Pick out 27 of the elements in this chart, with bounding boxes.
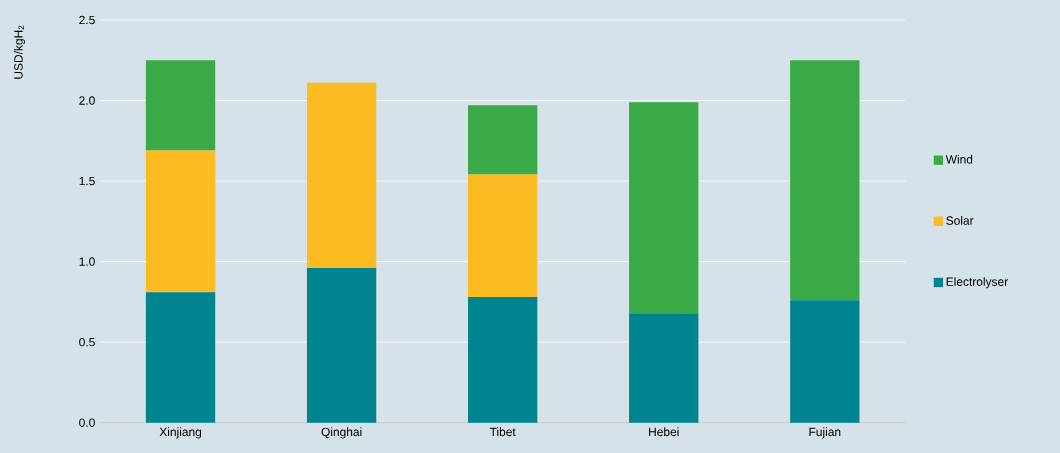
legend-label: Wind <box>945 154 973 164</box>
y-tick-label: 2.5 <box>79 15 95 25</box>
bar <box>468 105 538 175</box>
bar <box>145 292 216 423</box>
bar <box>629 101 699 313</box>
bar <box>306 267 377 423</box>
legend-label: Solar <box>946 215 974 225</box>
x-tick-label: Tibet <box>489 427 516 436</box>
bar <box>468 296 538 423</box>
bar <box>629 312 699 423</box>
x-tick-label: Hebei <box>649 427 679 436</box>
x-tick-label: Xinjiang <box>159 427 202 439</box>
bar <box>790 60 860 301</box>
x-tick-label: Fujian <box>809 427 841 439</box>
y-tick-label: 1.0 <box>79 257 95 266</box>
bar <box>468 174 538 297</box>
y-tick-label: 0.5 <box>79 337 95 347</box>
bar <box>145 150 216 293</box>
y-tick-label: 2.0 <box>79 96 95 105</box>
legend-label: Electrolyser <box>946 276 1008 289</box>
bar <box>145 60 216 151</box>
bar <box>790 300 860 423</box>
bar <box>306 82 377 268</box>
x-tick-label: Qinghai <box>321 427 362 439</box>
y-tick-label: 1.5 <box>79 176 95 186</box>
y-tick-label: 0.0 <box>79 418 95 427</box>
y-axis-title: USD/kgH$_{2}$ <box>13 25 26 79</box>
